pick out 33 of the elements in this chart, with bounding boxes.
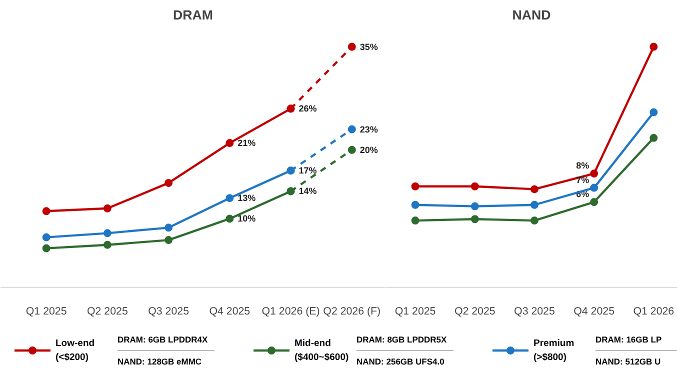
x-tick-label: Q2 2026 (F) [323,306,381,318]
x-tick-label: Q1 2025 [26,306,67,318]
data-label: 13% [238,193,256,204]
text: DRAM: 6GB LPDDR4X [118,334,208,344]
x-tick-label: Q3 2025 [514,306,555,318]
x-tick-label: Q2 2025 [87,306,128,318]
data-label: 17% [298,166,317,176]
data-label: 23% [360,124,378,134]
text: DRAM: 16GB LP [596,334,662,344]
data-label: 10% [238,214,256,224]
data-label: 21% [238,138,256,148]
x-tick-label: Q1 2025 [394,306,436,318]
x-tick-label: Q3 2025 [148,306,190,318]
legend-label: Premium (>$800) [534,338,574,363]
legend-label: Low-end (<$200) [56,338,95,363]
x-tick-label: Q1 2026 (E) [262,306,320,318]
text: NAND: 128GB eMMC [118,356,202,366]
chart-title: NAND [512,8,552,22]
data-label: 8% [576,160,590,171]
data-label: 20% [360,144,378,155]
chart-title: DRAM [173,8,213,22]
data-label: 14% [298,186,317,196]
x-tick-label: Q4 2025 [574,306,615,318]
text: NAND: 512GB U [596,356,661,366]
text: NAND: 256GB UFS4.0 [356,356,445,366]
x-tick-label: Q4 2025 [209,306,250,318]
x-tick-label: Q2 2025 [454,306,496,318]
data-label: 35% [360,42,378,52]
data-label: 26% [298,104,317,114]
data-label: 7% [576,174,590,185]
text: DRAM: 8GB LPDDR5X [356,334,448,344]
legend-label: Mid-end ($400~$600) [294,338,349,363]
x-tick-label: Q1 2026 [633,306,674,318]
